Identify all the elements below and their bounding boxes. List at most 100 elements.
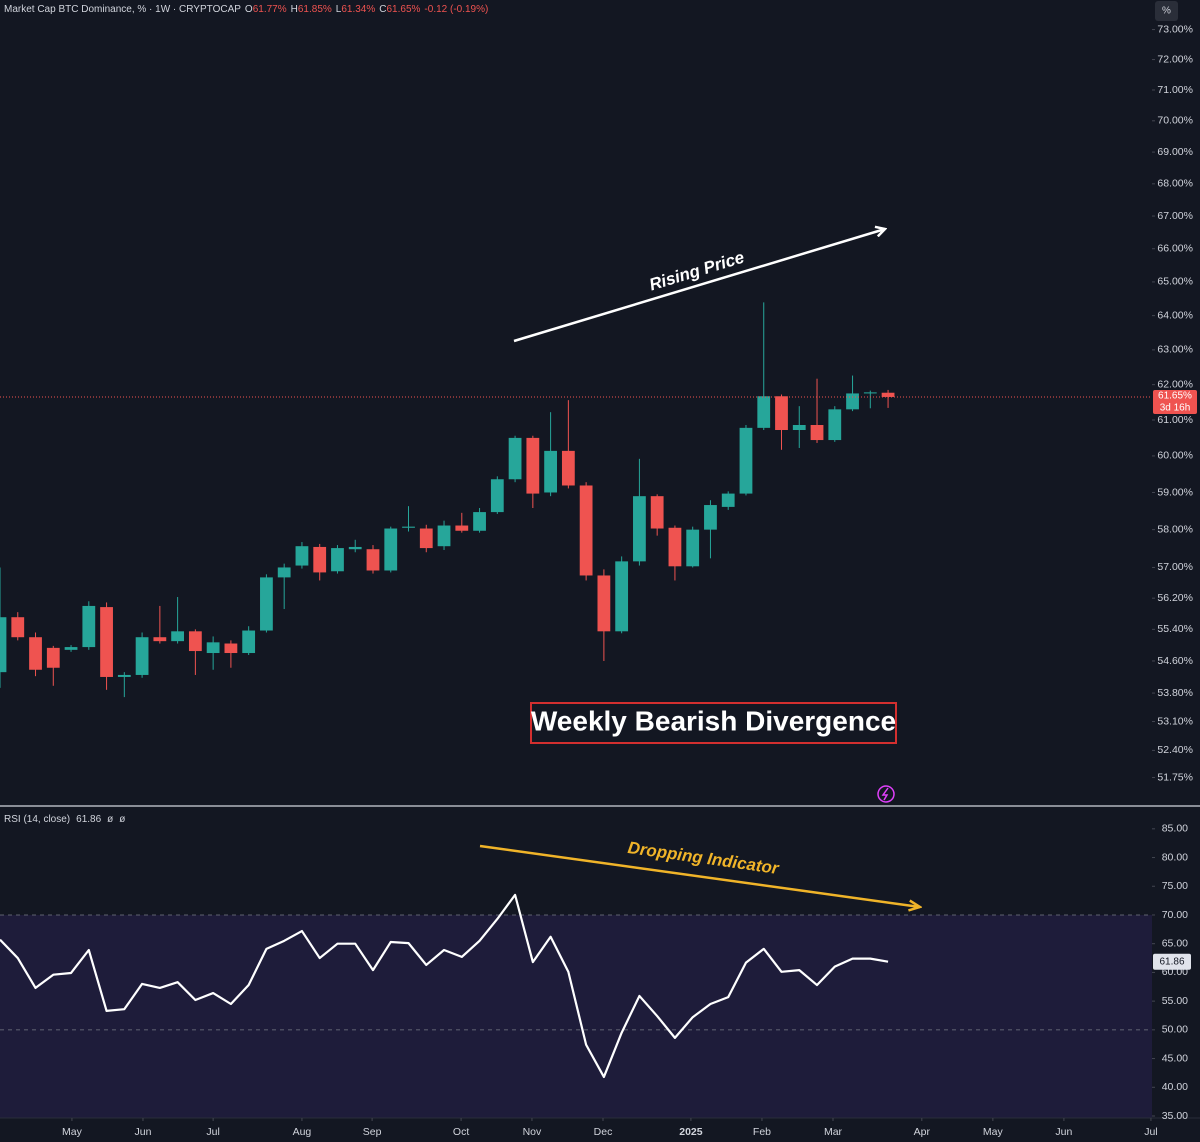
y-tick-label: 57.00% (1157, 561, 1193, 573)
candle-body (615, 561, 629, 632)
candle-body (224, 643, 238, 654)
x-tick-label: Jun (1055, 1126, 1072, 1138)
legend-key: O (245, 4, 253, 15)
rising-arrow (513, 229, 885, 343)
x-tick-label: Jul (1144, 1126, 1157, 1138)
y-tick-label: 70.00% (1157, 115, 1193, 127)
candle-body (846, 393, 859, 410)
x-tick-label: May (983, 1126, 1004, 1138)
y-tick-label: 71.00% (1157, 84, 1193, 96)
candle-body (739, 427, 753, 494)
candle-body (490, 479, 504, 513)
candle-body (0, 617, 7, 673)
candle-body (313, 546, 327, 573)
y-tick-label: 59.00% (1157, 486, 1193, 498)
y-tick-label: 58.00% (1157, 523, 1193, 535)
candle-body (650, 496, 664, 529)
candle-body (579, 485, 593, 576)
rsi-last-value: 61.86 (76, 814, 101, 825)
last-price-tag (1153, 389, 1197, 414)
y-tick-label: 64.00% (1157, 309, 1193, 321)
candle-body (757, 396, 771, 428)
x-tick-label: Jul (206, 1126, 219, 1138)
x-tick-label: 2025 (679, 1126, 703, 1138)
legend-line: Market Cap BTC Dominance, % · 1W · CRYPT… (4, 4, 488, 15)
candle-body (82, 605, 96, 648)
candle-body (775, 396, 788, 431)
x-tick-label: Dec (594, 1126, 613, 1138)
legend-key: H (291, 4, 298, 15)
y-tick-label: 50.00 (1162, 1024, 1188, 1036)
candle-body (11, 617, 25, 638)
candle-body (206, 642, 220, 654)
candle-body (171, 631, 185, 642)
y-tick-label: 54.60% (1157, 655, 1193, 667)
rsi-value-label: 61.86 (1159, 956, 1184, 967)
rsi-pane (0, 893, 889, 1079)
candle-body (29, 637, 42, 670)
y-tick-label: 85.00 (1162, 823, 1188, 835)
candle-body (704, 505, 717, 530)
lightning-glyph (881, 787, 889, 801)
candle-body (331, 548, 344, 572)
candle-body (366, 549, 380, 571)
x-tick-label: Oct (453, 1126, 469, 1138)
scale-button-label: % (1162, 6, 1171, 17)
scale-button[interactable] (1155, 1, 1178, 21)
lightning-icon[interactable] (877, 785, 895, 803)
x-tick-label: Jun (135, 1126, 152, 1138)
y-tick-label: 56.20% (1157, 592, 1193, 604)
candle-body (437, 525, 451, 547)
y-tick-label: 52.40% (1157, 744, 1193, 756)
candle-body (828, 409, 842, 441)
y-tick-label: 80.00 (1162, 851, 1188, 863)
y-tick-label: 73.00% (1157, 23, 1193, 35)
y-tick-label: 72.00% (1157, 53, 1193, 65)
candle-body (135, 637, 149, 675)
candle-body (455, 525, 469, 531)
x-tick-label: Feb (753, 1126, 771, 1138)
x-tick-label: Mar (824, 1126, 843, 1138)
y-tick-label: 65.00% (1157, 276, 1193, 288)
candle-body (153, 637, 167, 642)
candle-body (260, 577, 273, 631)
candle-body (863, 392, 877, 394)
legend-change: -0.12 (-0.19%) (424, 4, 488, 15)
candle-body (188, 631, 202, 652)
legend-value: 61.77% (253, 4, 287, 15)
annotation: Weekly Bearish Divergence (531, 705, 896, 736)
last-price-label: 61.65% (1158, 391, 1192, 402)
candle-body (46, 647, 60, 668)
legend-key: C (379, 4, 386, 15)
legend-key: L (336, 4, 342, 15)
symbol-title: Market Cap BTC Dominance, % · 1W · CRYPT… (4, 4, 241, 15)
legend-value: 61.34% (341, 4, 375, 15)
candle-body (810, 424, 824, 441)
y-tick-label: 65.00 (1162, 937, 1188, 949)
y-tick-label: 45.00 (1162, 1052, 1188, 1064)
x-tick-label: Nov (523, 1126, 542, 1138)
y-tick-label: 75.00 (1162, 880, 1188, 892)
candle-body (686, 529, 700, 567)
candle-body (419, 528, 433, 549)
rsi-line (0, 893, 889, 1079)
axes: 73.00% 72.00% 71.00% 70.00% 69.00% 68.00% 67.0… (62, 23, 1197, 1138)
candle-body (64, 647, 78, 650)
y-tick-label: 55.00 (1162, 995, 1188, 1007)
rsi-flag: ø (107, 814, 113, 825)
candle-body (100, 607, 113, 677)
x-tick-label: Sep (363, 1126, 382, 1138)
y-tick-label: 53.10% (1157, 715, 1193, 727)
candle-body (348, 546, 362, 550)
candle-body (881, 392, 895, 397)
y-tick-label: 63.00% (1157, 344, 1193, 356)
y-tick-label: 68.00% (1157, 178, 1193, 190)
candle-body (295, 546, 309, 566)
y-tick-label: 70.00 (1162, 909, 1188, 921)
y-tick-label: 61.00% (1157, 414, 1193, 426)
y-tick-label: 53.80% (1157, 687, 1193, 699)
candle-body (508, 437, 522, 480)
candle-body (242, 630, 256, 654)
candle-body (561, 450, 575, 486)
